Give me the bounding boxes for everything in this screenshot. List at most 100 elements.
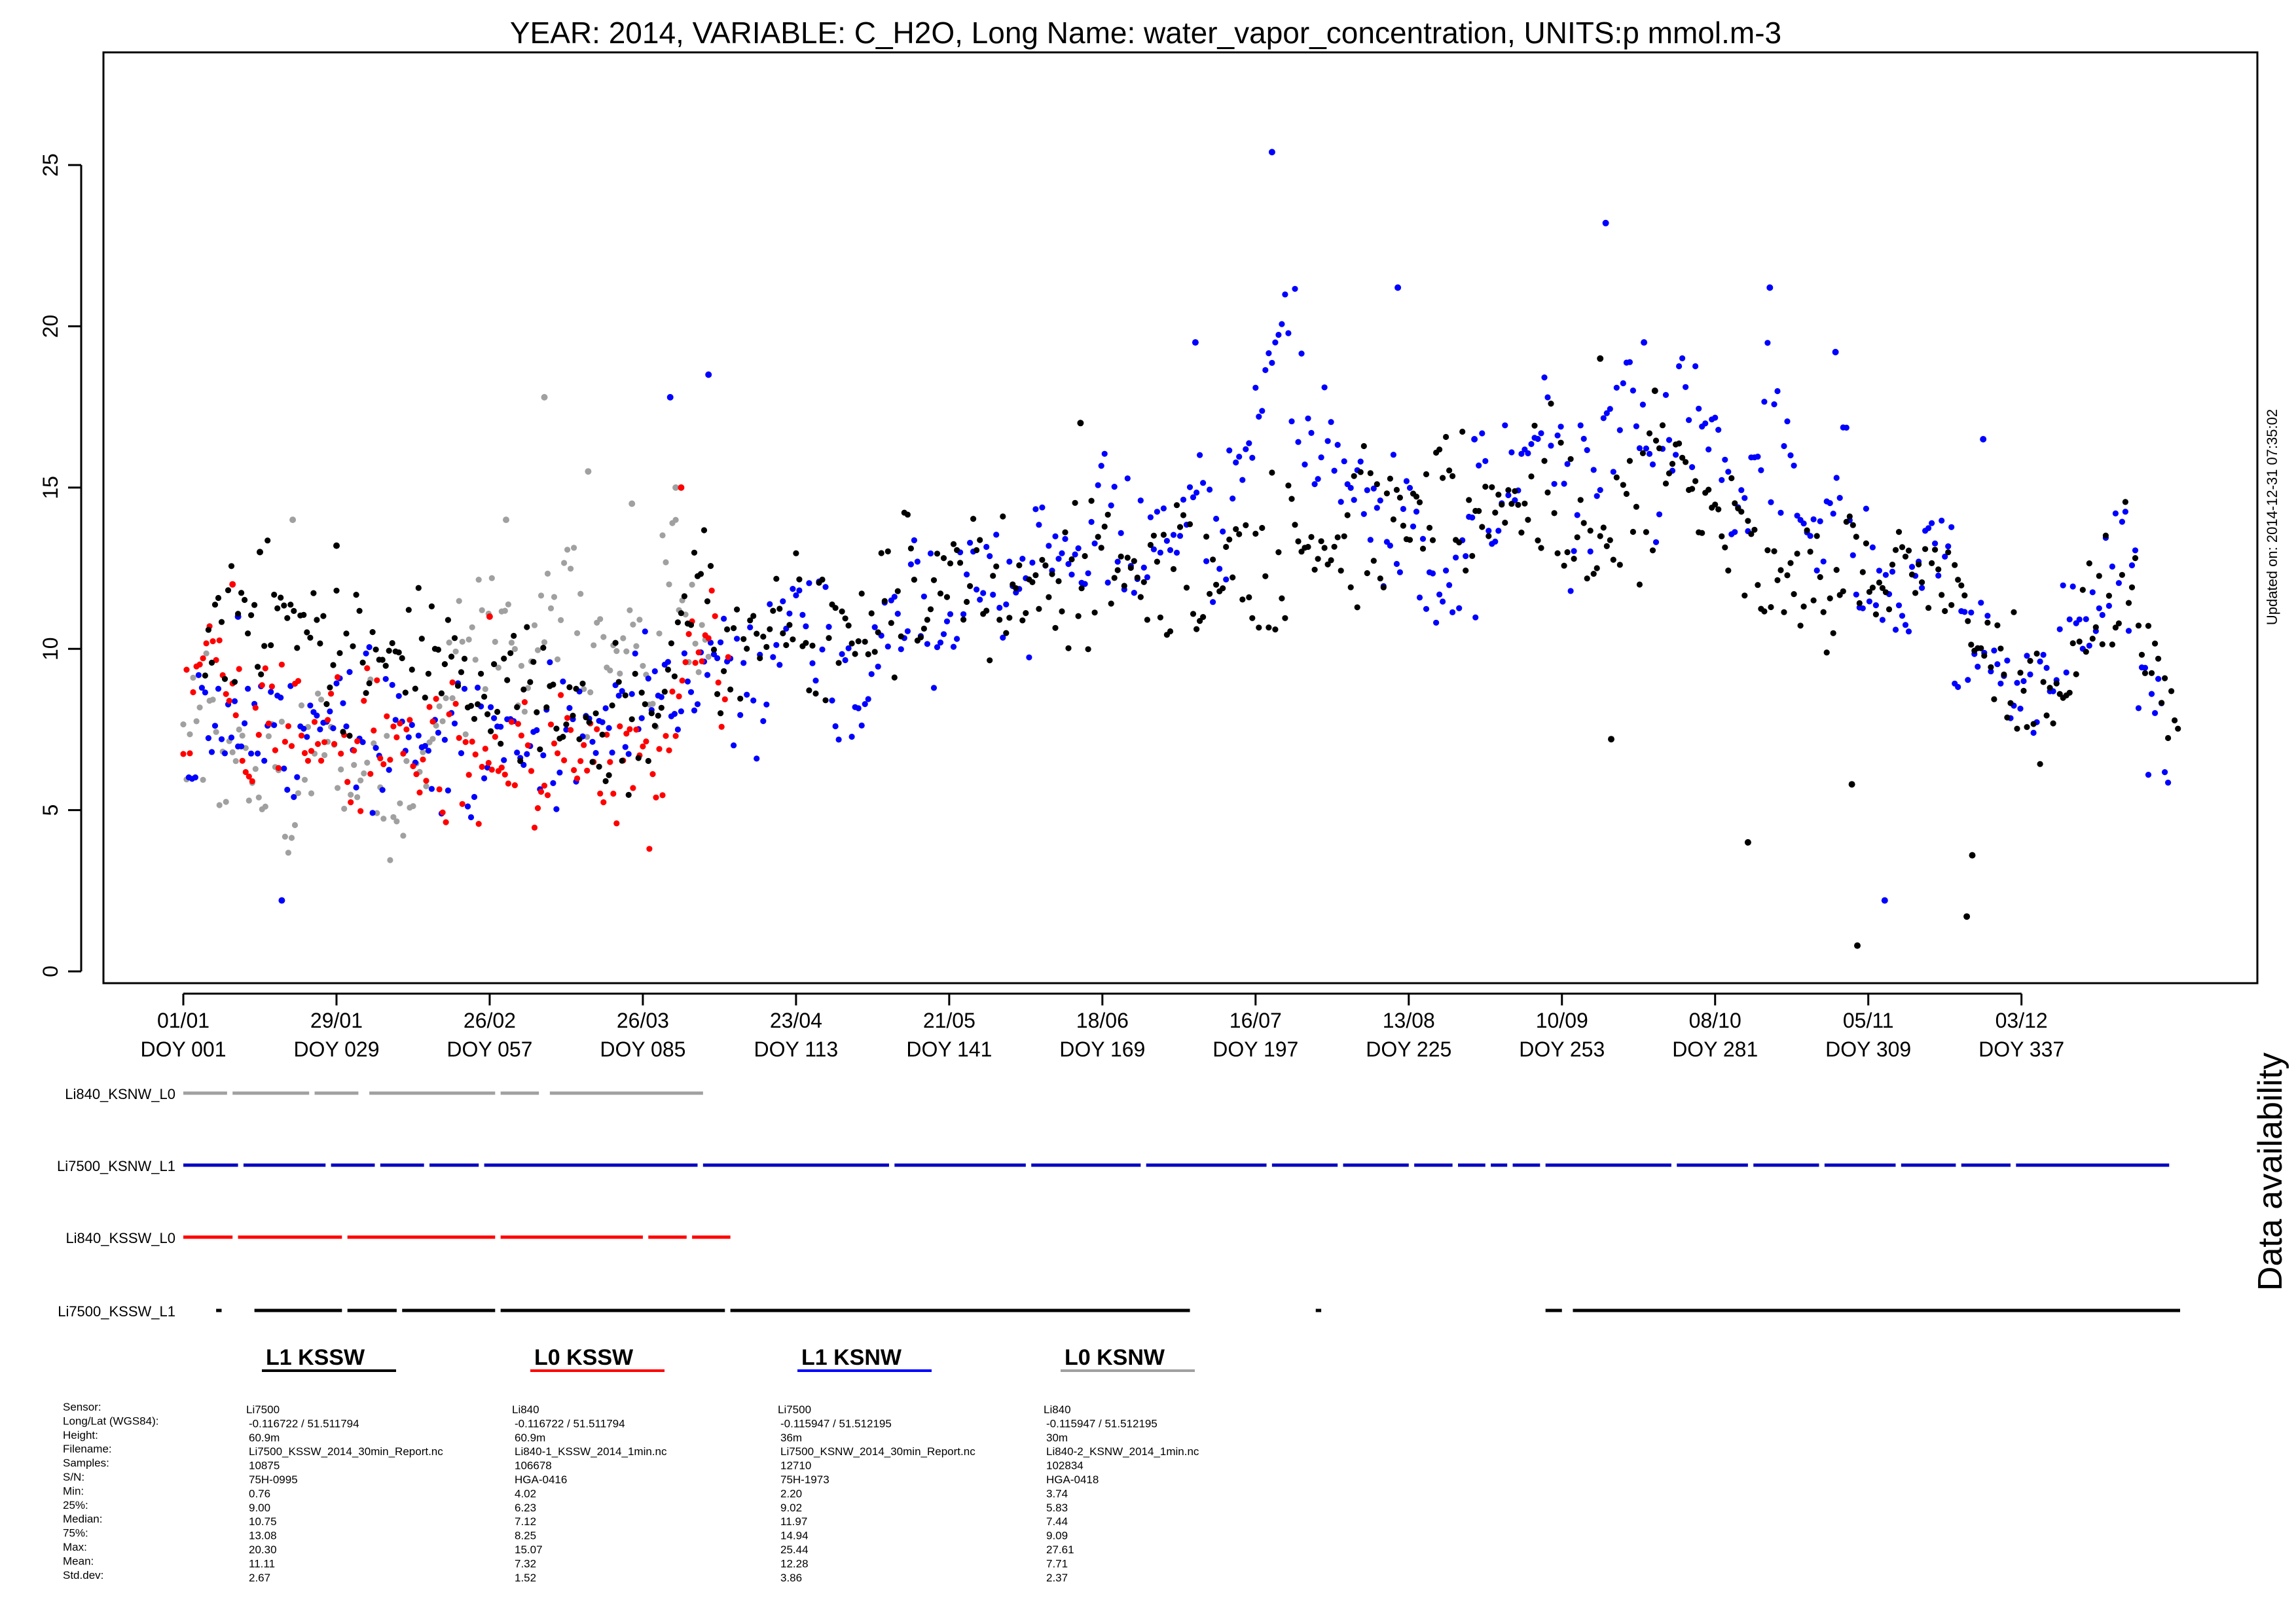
data-point	[321, 752, 328, 759]
data-point-peak	[1848, 781, 1855, 788]
data-point	[333, 587, 340, 594]
data-point	[2175, 725, 2181, 732]
data-point	[1091, 609, 1098, 616]
data-point	[1082, 552, 1088, 560]
data-point	[274, 605, 281, 612]
data-point	[2001, 671, 2007, 678]
data-point	[1649, 547, 1656, 554]
data-point	[1781, 609, 1787, 615]
data-point	[695, 669, 702, 676]
data-point	[937, 590, 944, 597]
data-point	[1902, 553, 1909, 560]
data-point	[707, 563, 714, 569]
data-point	[610, 790, 617, 797]
data-point	[1652, 437, 1660, 444]
data-point	[325, 717, 331, 723]
data-point	[674, 619, 681, 626]
stats-value: 27.61	[1046, 1543, 1074, 1556]
data-point	[638, 689, 645, 696]
data-point	[1662, 391, 1669, 399]
data-point	[1055, 556, 1062, 562]
data-point	[1639, 450, 1646, 457]
data-point	[1587, 548, 1594, 555]
data-point	[1616, 427, 1623, 433]
data-point	[563, 727, 570, 733]
data-point-peak	[678, 484, 685, 491]
data-point	[2125, 600, 2132, 606]
data-point	[495, 664, 501, 671]
data-point	[317, 726, 323, 732]
data-point	[390, 814, 397, 820]
data-point	[1813, 533, 1820, 539]
data-point	[323, 701, 330, 708]
data-point	[1916, 561, 1922, 568]
data-point	[1173, 549, 1180, 556]
data-point	[1006, 615, 1013, 621]
legend-label: L1 KSSW	[266, 1345, 365, 1370]
data-point	[2135, 705, 2142, 712]
data-point	[656, 746, 663, 752]
y-axis: 0 5 10 15 20 25	[39, 153, 82, 977]
data-point	[1104, 579, 1111, 586]
data-point	[405, 607, 412, 613]
data-point	[672, 516, 679, 523]
data-point	[1259, 408, 1266, 414]
data-point	[239, 732, 246, 739]
data-point	[760, 718, 767, 725]
data-point	[403, 726, 410, 732]
data-point	[1029, 579, 1036, 586]
data-point	[2014, 679, 2020, 686]
data-point	[245, 630, 251, 637]
x-tick-date-label: 23/04	[770, 1009, 822, 1032]
data-point	[2152, 640, 2159, 647]
data-point	[1689, 464, 1696, 471]
data-point	[341, 805, 348, 812]
data-point	[1088, 518, 1095, 526]
data-point	[1669, 461, 1676, 467]
data-point	[1525, 450, 1531, 457]
data-point	[1046, 594, 1052, 600]
data-point	[423, 783, 429, 789]
data-point	[987, 657, 993, 664]
stats-row-label: Sensor:	[63, 1401, 101, 1413]
data-point	[361, 698, 367, 704]
data-point	[1732, 500, 1738, 507]
data-point	[842, 657, 848, 664]
data-point	[1567, 588, 1574, 594]
data-point	[2066, 616, 2073, 623]
data-point	[930, 685, 938, 691]
data-point	[2105, 592, 2112, 599]
data-point	[481, 693, 488, 700]
data-point	[1367, 537, 1374, 543]
data-point-peak	[1077, 420, 1084, 427]
data-point	[2033, 650, 2040, 657]
stats-row-label: S/N:	[63, 1471, 84, 1483]
data-point	[1226, 447, 1233, 454]
data-point	[517, 758, 524, 765]
data-point	[1804, 527, 1810, 533]
data-point	[1882, 589, 1889, 596]
data-point	[518, 662, 525, 669]
data-point	[1886, 606, 1893, 613]
data-point	[211, 602, 219, 608]
data-point	[246, 773, 252, 780]
data-point	[1722, 456, 1728, 463]
data-point	[521, 708, 528, 715]
data-point-peak	[1881, 897, 1888, 904]
data-point	[202, 689, 208, 696]
data-point	[1275, 331, 1282, 338]
data-point	[829, 697, 835, 704]
data-point	[1768, 499, 1774, 505]
data-point	[547, 721, 555, 728]
data-point	[392, 717, 399, 723]
data-point	[412, 685, 418, 692]
data-point	[1042, 562, 1049, 569]
data-point	[1528, 441, 1535, 448]
data-point	[1577, 422, 1584, 429]
data-point	[747, 617, 754, 624]
data-point	[1771, 401, 1777, 408]
data-point	[2027, 671, 2033, 677]
data-point	[1866, 588, 1872, 595]
data-point	[947, 611, 954, 617]
data-point	[894, 588, 901, 594]
